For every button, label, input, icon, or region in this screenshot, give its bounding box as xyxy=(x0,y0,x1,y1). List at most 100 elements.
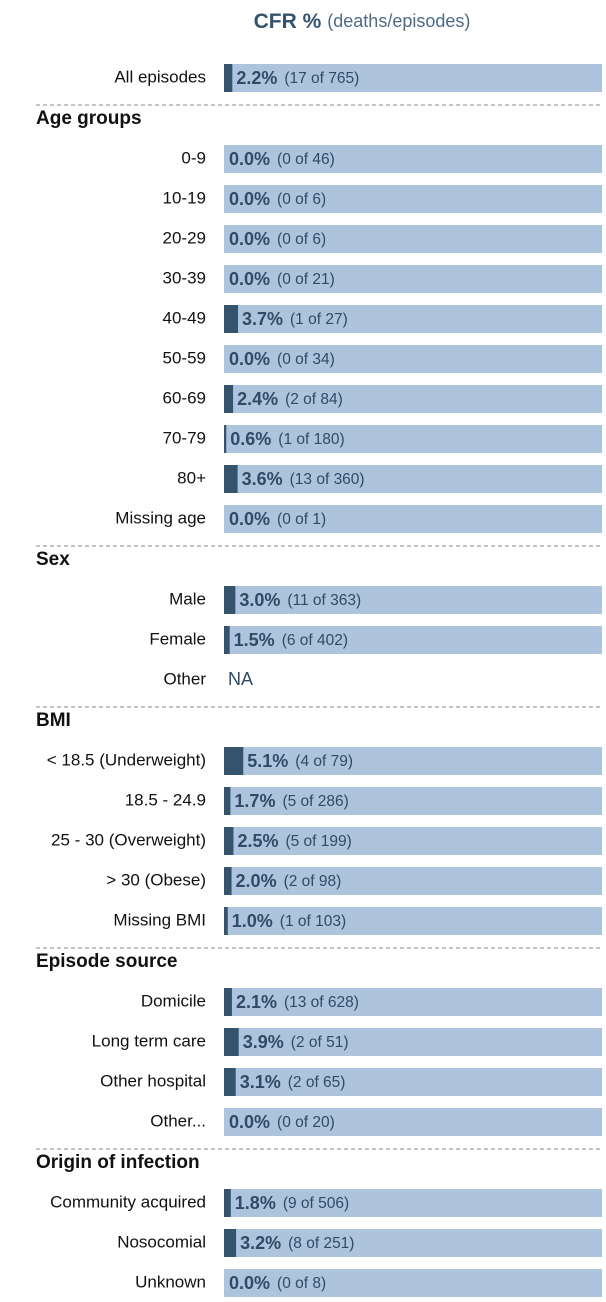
value-label: 0.0% xyxy=(229,149,270,169)
chart-heading: CFR % (deaths/episodes) xyxy=(254,10,471,33)
bar-track xyxy=(224,1068,602,1096)
row-label: Nosocomial xyxy=(117,1232,206,1251)
bar-track xyxy=(224,265,602,293)
bar-labels: 0.0% (0 of 20) xyxy=(229,1112,335,1132)
value-label: 0.0% xyxy=(229,509,270,529)
count-label: (1 of 103) xyxy=(280,913,346,930)
value-label: 3.1% xyxy=(240,1072,281,1092)
bar-track xyxy=(224,988,602,1016)
value-label: 0.0% xyxy=(229,349,270,369)
count-label: (11 of 363) xyxy=(287,592,361,609)
bar-labels: 1.5% (6 of 402) xyxy=(234,630,348,650)
value-label: 0.0% xyxy=(229,189,270,209)
value-label: 0.0% xyxy=(229,269,270,289)
count-label: (1 of 27) xyxy=(290,311,348,328)
count-label: (0 of 1) xyxy=(277,511,326,528)
bar-labels: 0.0% (0 of 6) xyxy=(229,189,326,209)
value-label: 1.8% xyxy=(235,1193,276,1213)
bar xyxy=(224,867,232,895)
bar-track xyxy=(224,586,602,614)
group-name: Sex xyxy=(36,549,70,570)
bar-labels: 0.0% (0 of 8) xyxy=(229,1273,326,1293)
value-label: 2.2% xyxy=(236,68,277,88)
value-label: 5.1% xyxy=(247,751,288,771)
bar-track xyxy=(224,827,602,855)
value-label: NA xyxy=(228,669,253,689)
row-label: Long term care xyxy=(92,1031,206,1050)
bar xyxy=(224,1229,237,1257)
count-label: (0 of 46) xyxy=(277,151,335,168)
bar-labels: 3.7% (1 of 27) xyxy=(242,309,348,329)
row-label: All episodes xyxy=(114,67,206,86)
bar xyxy=(224,586,236,614)
bar-labels: 3.9% (2 of 51) xyxy=(243,1032,349,1052)
bar-labels: 0.6% (1 of 180) xyxy=(230,429,344,449)
value-label: 1.0% xyxy=(232,911,273,931)
bar xyxy=(224,1189,231,1217)
row-label: Unknown xyxy=(135,1272,206,1291)
row-label: Community acquired xyxy=(50,1192,206,1211)
row-label: < 18.5 (Underweight) xyxy=(47,750,206,769)
row-label: 25 - 30 (Overweight) xyxy=(51,830,206,849)
bar-labels: 3.0% (11 of 363) xyxy=(239,590,361,610)
row-label: 0-9 xyxy=(181,148,206,167)
count-label: (0 of 8) xyxy=(277,1275,326,1292)
bar-track xyxy=(224,787,602,815)
bar-track xyxy=(224,1028,602,1056)
count-label: (2 of 98) xyxy=(284,873,342,890)
row-label: Other hospital xyxy=(100,1071,206,1090)
value-label: 2.0% xyxy=(236,871,277,891)
count-label: (0 of 6) xyxy=(277,191,326,208)
bar-track xyxy=(224,465,602,493)
bar-labels: 0.0% (0 of 34) xyxy=(229,349,335,369)
bar-labels: 1.0% (1 of 103) xyxy=(232,911,346,931)
bar-track xyxy=(224,225,602,253)
value-label: 0.0% xyxy=(229,1112,270,1132)
row-label: 60-69 xyxy=(163,388,206,407)
bar-track xyxy=(224,1108,602,1136)
count-label: (5 of 286) xyxy=(282,793,348,810)
value-label: 2.1% xyxy=(236,992,277,1012)
group-name: Episode source xyxy=(36,951,178,972)
row-label: > 30 (Obese) xyxy=(106,870,206,889)
count-label: (8 of 251) xyxy=(288,1235,354,1252)
count-label: (4 of 79) xyxy=(295,753,353,770)
bar-labels: 2.2% (17 of 765) xyxy=(236,68,359,88)
bar xyxy=(224,907,228,935)
row-label: Missing age xyxy=(115,508,206,527)
value-label: 3.2% xyxy=(240,1233,281,1253)
row-label: 10-19 xyxy=(163,188,206,207)
count-label: (13 of 360) xyxy=(290,471,365,488)
bar xyxy=(224,626,230,654)
bar-track xyxy=(224,345,602,373)
chart-subtitle: (deaths/episodes) xyxy=(327,11,470,31)
bar-track xyxy=(224,145,602,173)
chart-title: CFR % xyxy=(254,10,322,33)
bar-labels: 1.7% (5 of 286) xyxy=(234,791,348,811)
bar-track xyxy=(224,907,602,935)
row-label: Male xyxy=(169,589,206,608)
bar xyxy=(224,1028,239,1056)
value-label: 1.5% xyxy=(234,630,275,650)
row-label: 80+ xyxy=(177,468,206,487)
count-label: (0 of 34) xyxy=(277,351,335,368)
bar-track xyxy=(224,305,602,333)
bar-track xyxy=(224,185,602,213)
bar-labels: 5.1% (4 of 79) xyxy=(247,751,353,771)
bar-track xyxy=(224,385,602,413)
count-label: (2 of 84) xyxy=(285,391,343,408)
bar-labels: 2.1% (13 of 628) xyxy=(236,992,359,1012)
count-label: (2 of 65) xyxy=(288,1074,346,1091)
group-name: Age groups xyxy=(36,108,142,129)
row-label: Other... xyxy=(150,1111,206,1130)
bar-labels: 3.1% (2 of 65) xyxy=(240,1072,346,1092)
bar xyxy=(224,64,233,92)
bar-track xyxy=(224,1269,602,1297)
bar-labels: 3.2% (8 of 251) xyxy=(240,1233,354,1253)
bar xyxy=(224,425,227,453)
value-label: 2.5% xyxy=(237,831,278,851)
bar xyxy=(224,385,234,413)
bar-labels: 2.5% (5 of 199) xyxy=(237,831,351,851)
bar-track xyxy=(224,505,602,533)
